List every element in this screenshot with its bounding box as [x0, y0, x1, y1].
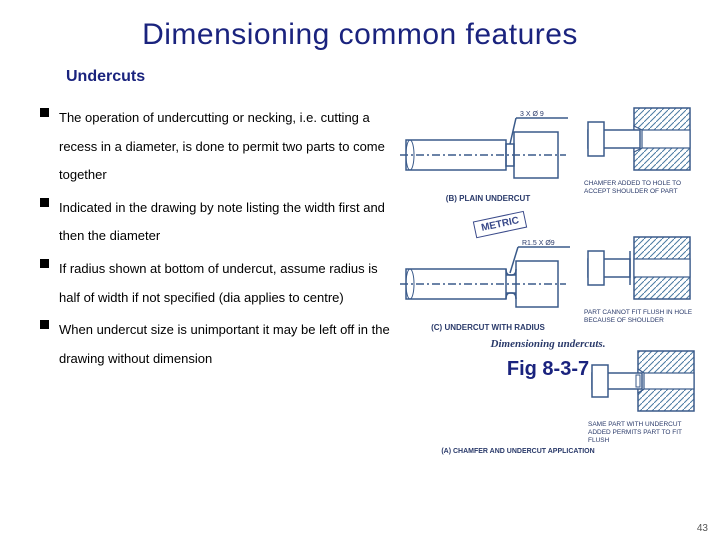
fig-b-dim: 3 X Ø 9: [520, 111, 544, 118]
bullet-item: Indicated in the drawing by note listing…: [40, 194, 390, 251]
fig-right3-caption: SAME PART WITH UNDERCUT ADDED PERMITS PA…: [588, 421, 698, 444]
fig-c-left: R1.5 X Ø9 (C) UNDERCUT WITH RADIUS: [398, 233, 578, 332]
bullet-marker-icon: [40, 198, 49, 207]
fig-c-right: PART CANNOT FIT FLUSH IN HOLE BECAUSE OF…: [584, 233, 694, 332]
fig-right2-drawing: [584, 233, 694, 307]
bullet-text: When undercut size is unimportant it may…: [59, 316, 390, 373]
fig-c-drawing: R1.5 X Ø9: [398, 233, 578, 321]
bullet-marker-icon: [40, 259, 49, 268]
bullet-column: The operation of undercutting or necking…: [20, 104, 390, 455]
page-number: 43: [697, 523, 708, 534]
bullet-item: If radius shown at bottom of undercut, a…: [40, 255, 390, 312]
slide-container: Dimensioning common features Undercuts T…: [0, 0, 720, 540]
bullet-text: Indicated in the drawing by note listing…: [59, 194, 390, 251]
fig-row-b: 3 X Ø 9 (B) PLAIN UNDERCUT: [398, 104, 698, 203]
fig-c-caption: (C) UNDERCUT WITH RADIUS: [398, 323, 578, 332]
slide-subtitle: Undercuts: [66, 68, 700, 86]
bullet-marker-icon: [40, 320, 49, 329]
bullet-item: When undercut size is unimportant it may…: [40, 316, 390, 373]
bullet-marker-icon: [40, 108, 49, 117]
fig-c-dim: R1.5 X Ø9: [522, 240, 555, 247]
bullet-item: The operation of undercutting or necking…: [40, 104, 390, 190]
bullet-text: If radius shown at bottom of undercut, a…: [59, 255, 390, 312]
fig-a-caption: (A) CHAMFER AND UNDERCUT APPLICATION: [338, 448, 698, 455]
fig-right3-drawing: [588, 349, 698, 419]
fig-b-right: CHAMFER ADDED TO HOLE TO ACCEPT SHOULDER…: [584, 104, 694, 203]
fig-row-c: R1.5 X Ø9 (C) UNDERCUT WITH RADIUS: [398, 233, 698, 332]
fig-right2-caption: PART CANNOT FIT FLUSH IN HOLE BECAUSE OF…: [584, 309, 694, 325]
figures-column: 3 X Ø 9 (B) PLAIN UNDERCUT: [398, 104, 698, 455]
slide-title: Dimensioning common features: [20, 18, 700, 52]
fig-right1-caption: CHAMFER ADDED TO HOLE TO ACCEPT SHOULDER…: [584, 180, 694, 196]
fig-right1-drawing: [584, 104, 694, 178]
fig-b-left: 3 X Ø 9 (B) PLAIN UNDERCUT: [398, 104, 578, 203]
fig-b-caption: (B) PLAIN UNDERCUT: [398, 194, 578, 203]
bullet-text: The operation of undercutting or necking…: [59, 104, 390, 190]
fig-a-right: SAME PART WITH UNDERCUT ADDED PERMITS PA…: [588, 349, 698, 444]
content-row: The operation of undercutting or necking…: [20, 104, 700, 455]
fig-b-drawing: 3 X Ø 9: [398, 104, 578, 192]
